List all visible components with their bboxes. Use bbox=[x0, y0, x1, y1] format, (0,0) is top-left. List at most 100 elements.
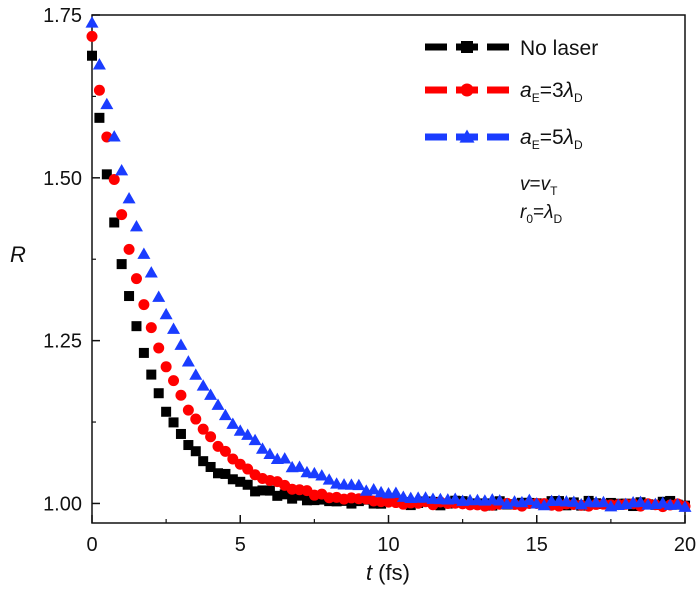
series-0 bbox=[87, 50, 690, 512]
data-point-series-2 bbox=[367, 483, 381, 495]
data-point-series-1 bbox=[93, 84, 105, 96]
data-point-series-2 bbox=[226, 417, 240, 429]
data-point-series-2 bbox=[181, 355, 195, 367]
data-point-series-0 bbox=[87, 50, 97, 61]
data-point-series-2 bbox=[255, 442, 269, 454]
data-point-series-2 bbox=[352, 478, 366, 491]
data-point-series-0 bbox=[138, 347, 149, 358]
y-tick-labels: 1.00 1.25 1.50 1.75 bbox=[43, 5, 82, 515]
data-point-series-0 bbox=[242, 479, 253, 490]
data-point-series-2 bbox=[137, 247, 151, 259]
y-tick-label: 1.75 bbox=[43, 5, 82, 27]
plot-area bbox=[85, 14, 692, 524]
x-tick-label: 0 bbox=[86, 534, 97, 556]
data-point-series-1 bbox=[219, 445, 231, 457]
data-point-series-1 bbox=[153, 342, 165, 354]
data-point-series-0 bbox=[168, 417, 179, 428]
data-point-series-1 bbox=[175, 389, 187, 401]
y-tick-label: 1.50 bbox=[43, 168, 82, 190]
data-point-series-0 bbox=[301, 495, 312, 506]
data-point-series-0 bbox=[131, 321, 142, 332]
plot-frame bbox=[91, 14, 686, 524]
data-point-series-2 bbox=[293, 460, 307, 472]
legend-item-ae3: aE=3λD bbox=[425, 79, 583, 105]
legend-label-ae5: aE=5λD bbox=[520, 126, 583, 152]
data-point-series-0 bbox=[272, 490, 283, 501]
data-point-series-2 bbox=[129, 220, 143, 232]
data-point-series-1 bbox=[205, 431, 217, 443]
data-point-series-0 bbox=[257, 485, 268, 496]
data-point-series-0 bbox=[175, 428, 186, 439]
x-tick-label: 20 bbox=[674, 534, 696, 556]
axis-ticks bbox=[91, 14, 686, 523]
data-point-series-0 bbox=[109, 217, 120, 228]
data-point-series-1 bbox=[86, 30, 98, 42]
data-point-series-0 bbox=[116, 259, 127, 270]
data-point-series-1 bbox=[123, 243, 135, 255]
data-point-series-2 bbox=[322, 473, 336, 485]
x-axis-title: t (fs) bbox=[366, 560, 410, 585]
series-layer bbox=[85, 16, 692, 513]
legend-marker bbox=[460, 83, 474, 97]
data-point-series-0 bbox=[294, 490, 305, 501]
legend-marker bbox=[461, 41, 473, 53]
data-point-series-0 bbox=[183, 440, 194, 451]
series-1 bbox=[86, 30, 691, 513]
legend-item-no-laser: No laser bbox=[425, 37, 598, 60]
data-point-series-1 bbox=[160, 361, 172, 373]
data-point-series-2 bbox=[218, 408, 232, 421]
data-point-series-2 bbox=[107, 130, 121, 142]
data-point-series-2 bbox=[315, 469, 329, 481]
legend-sample-ae3 bbox=[425, 83, 510, 97]
data-point-series-2 bbox=[634, 495, 648, 507]
data-point-series-0 bbox=[287, 493, 298, 504]
data-point-series-2 bbox=[115, 163, 129, 176]
x-tick-label: 15 bbox=[526, 534, 548, 556]
data-point-series-2 bbox=[671, 498, 685, 510]
data-point-series-0 bbox=[94, 112, 105, 123]
data-point-series-2 bbox=[100, 97, 114, 110]
data-point-series-0 bbox=[279, 489, 290, 500]
series-2 bbox=[85, 16, 692, 512]
data-point-series-2 bbox=[596, 495, 610, 508]
data-point-series-2 bbox=[448, 492, 462, 504]
data-point-series-0 bbox=[346, 498, 357, 509]
data-point-series-0 bbox=[205, 461, 216, 472]
data-point-series-0 bbox=[235, 476, 246, 487]
x-axis-var: t bbox=[366, 560, 373, 585]
data-point-series-2 bbox=[493, 494, 507, 506]
x-tick-label: 10 bbox=[377, 534, 399, 556]
data-point-series-2 bbox=[656, 496, 670, 508]
data-point-series-0 bbox=[250, 486, 261, 497]
data-point-series-2 bbox=[278, 452, 292, 464]
data-point-series-1 bbox=[130, 273, 142, 285]
data-point-series-2 bbox=[211, 398, 225, 410]
data-point-series-1 bbox=[242, 463, 254, 475]
legend: No laser aE=3λD aE=5λD bbox=[425, 37, 598, 152]
data-point-series-2 bbox=[122, 191, 136, 204]
data-point-series-0 bbox=[227, 474, 238, 485]
data-point-series-1 bbox=[168, 375, 180, 387]
data-point-series-1 bbox=[182, 404, 194, 416]
annotation-velocity: v=vT bbox=[520, 174, 558, 198]
data-point-series-1 bbox=[116, 209, 128, 221]
data-point-series-2 bbox=[241, 428, 255, 440]
legend-marker bbox=[459, 129, 475, 143]
data-point-series-2 bbox=[248, 433, 262, 446]
data-point-series-2 bbox=[196, 379, 210, 391]
data-point-series-0 bbox=[146, 369, 157, 380]
data-point-series-0 bbox=[198, 456, 209, 467]
data-point-series-2 bbox=[85, 16, 99, 28]
data-point-series-2 bbox=[307, 466, 321, 479]
data-point-series-1 bbox=[138, 299, 150, 311]
legend-label-ae3: aE=3λD bbox=[520, 79, 583, 105]
data-point-series-2 bbox=[537, 498, 551, 511]
data-point-series-0 bbox=[124, 291, 135, 302]
data-point-series-2 bbox=[567, 495, 581, 507]
legend-label-no-laser: No laser bbox=[520, 37, 598, 60]
data-point-series-2 bbox=[263, 447, 277, 459]
data-point-series-1 bbox=[108, 173, 120, 185]
legend-sample-no-laser bbox=[425, 41, 510, 53]
data-point-series-1 bbox=[145, 322, 157, 334]
